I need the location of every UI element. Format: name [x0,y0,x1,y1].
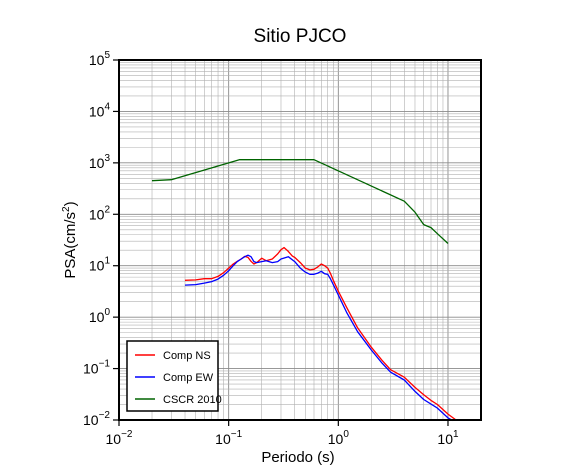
x-tick-label: 100 [328,429,350,447]
y-tick-label: 10−1 [83,359,110,377]
y-tick-label-base: 10 [89,258,105,274]
y-tick-label: 10−2 [83,410,110,428]
y-tick-label: 102 [89,204,111,222]
x-tick-label-exponent: −2 [121,429,133,440]
y-tick-label-exponent: −1 [99,359,111,370]
y-tick-label-exponent: 0 [104,307,110,318]
x-tick-labels: 10−2 10−1 100 101 [106,429,459,447]
x-axis-label: Periodo (s) [261,449,334,466]
y-tick-label: 105 [89,50,111,68]
series-line-3 [151,159,449,244]
x-tick-label: 10−2 [106,429,133,447]
series-line-2 [184,254,453,422]
x-tick-label-base: 10 [106,431,122,447]
y-axis-label-exponent: 2 [61,206,72,212]
y-axis-label-close: ) [62,201,79,206]
y-axis-label: PSA(cm/s2) [61,201,79,278]
y-tick-label: 103 [89,153,111,171]
y-tick-label-exponent: 5 [104,50,110,61]
x-tick-label-base: 10 [328,431,344,447]
y-tick-label-exponent: 2 [104,204,110,215]
x-tick-label: 101 [437,429,459,447]
y-tick-label-base: 10 [89,155,105,171]
legend-label-2: Comp EW [163,372,214,384]
x-tick-label-exponent: 1 [453,429,459,440]
y-tick-label-exponent: 4 [104,101,110,112]
x-tick-label: 10−1 [215,429,242,447]
y-tick-label-exponent: 3 [104,153,110,164]
legend-label-1: Comp NS [163,350,211,362]
legend-label-3: CSCR 2010 [163,394,222,406]
y-tick-label: 104 [89,101,111,119]
y-axis-label-main: PSA(cm/s [62,212,79,279]
y-tick-label-base: 10 [83,412,99,428]
y-tick-label-exponent: −2 [99,410,111,421]
grid [118,59,482,421]
y-tick-label: 100 [89,307,111,325]
y-tick-label: 101 [89,256,111,274]
y-tick-label-base: 10 [89,309,105,325]
legend: Comp NS Comp EW CSCR 2010 [126,340,222,412]
x-tick-label-exponent: −1 [231,429,243,440]
y-tick-label-base: 10 [89,103,105,119]
x-tick-label-base: 10 [215,431,231,447]
y-tick-label-exponent: 1 [104,256,110,267]
y-tick-label-base: 10 [89,206,105,222]
series-group [151,159,458,422]
y-tick-label-base: 10 [83,361,99,377]
plot-frame [118,59,482,421]
x-tick-label-exponent: 0 [343,429,349,440]
x-tick-label-base: 10 [437,431,453,447]
chart-title: Sitio PJCO [254,26,347,47]
y-tick-label-base: 10 [89,52,105,68]
